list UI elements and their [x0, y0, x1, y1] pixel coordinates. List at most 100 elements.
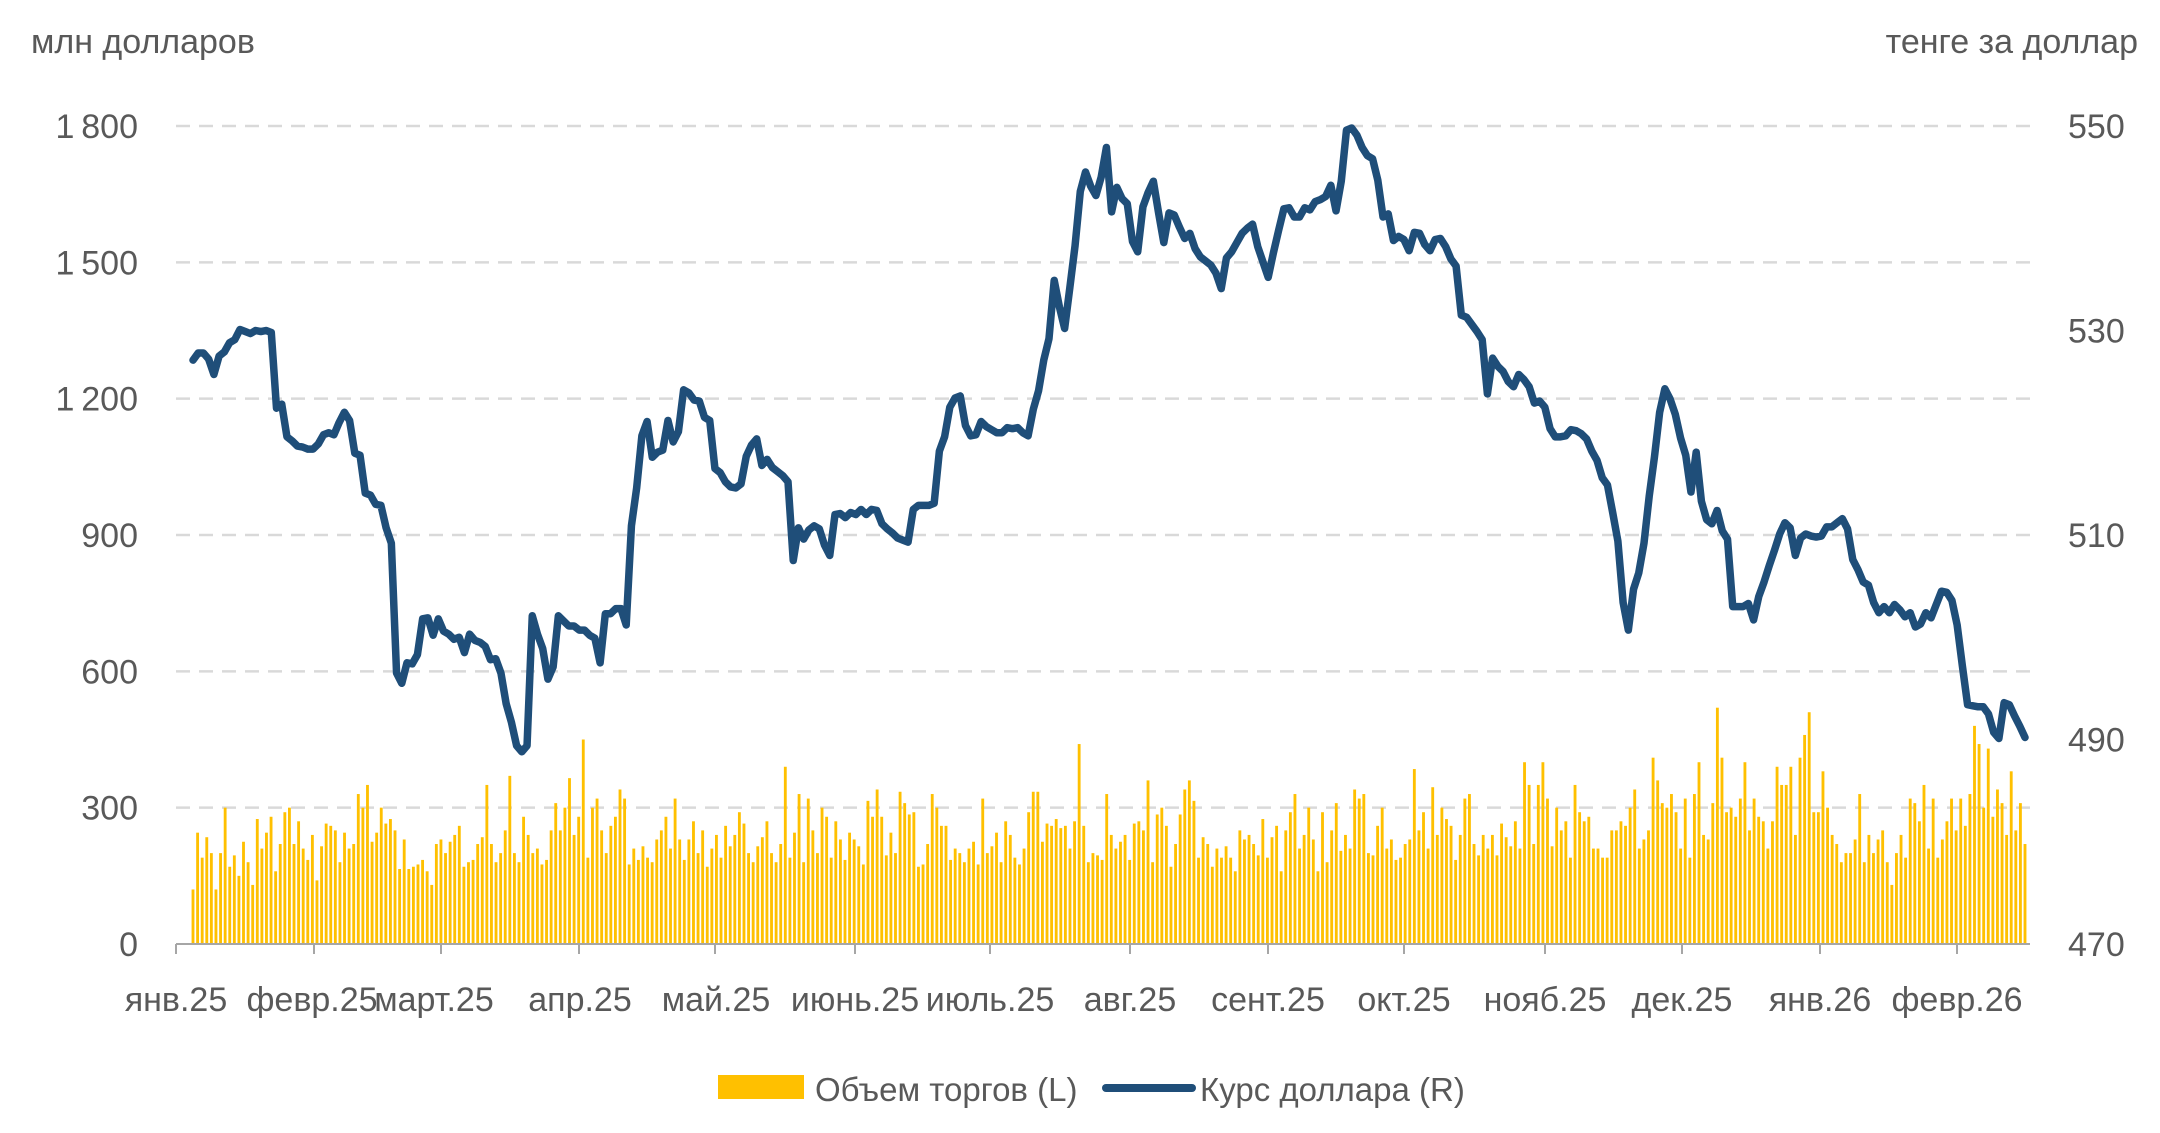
volume-bar — [1027, 812, 1031, 944]
volume-bar — [1936, 857, 1940, 944]
volume-bar — [802, 862, 806, 944]
volume-bar — [962, 862, 966, 944]
volume-bar — [467, 862, 470, 944]
volume-bar — [1490, 834, 1494, 944]
volume-bar — [356, 794, 360, 944]
volume-bar — [1486, 848, 1490, 944]
volume-bar — [1261, 819, 1265, 944]
volume-bar — [572, 834, 576, 944]
volume-bar — [1752, 798, 1756, 944]
volume-bar — [1210, 866, 1214, 944]
volume-bar — [788, 857, 792, 944]
volume-bar — [1137, 821, 1141, 944]
volume-bar — [2023, 844, 2027, 944]
volume-bar — [1771, 821, 1774, 944]
volume-bar — [1523, 762, 1526, 944]
volume-bar — [1761, 821, 1765, 944]
volume-bar — [719, 857, 723, 944]
volume-bar — [1123, 834, 1127, 944]
volume-bar — [843, 859, 847, 944]
x-tick-label: авг.25 — [1084, 981, 1177, 1019]
volume-bar — [972, 841, 975, 944]
volume-bar — [1908, 798, 1912, 944]
volume-bar — [1197, 857, 1200, 944]
volume-bar — [407, 869, 411, 944]
volume-bar — [1495, 855, 1499, 944]
volume-bar — [921, 864, 925, 944]
volume-bar — [1532, 844, 1536, 944]
volume-bar — [338, 862, 342, 944]
x-tick-label: март.25 — [374, 981, 494, 1019]
volume-bar — [2014, 830, 2018, 944]
volume-bar — [535, 848, 539, 944]
volume-bar — [1835, 844, 1839, 944]
volume-bar — [1816, 812, 1820, 944]
volume-bar — [1839, 862, 1843, 944]
volume-bar — [724, 825, 728, 944]
volume-bar — [1720, 757, 1724, 944]
volume-bar — [1091, 853, 1095, 944]
volume-bar — [1114, 848, 1118, 944]
volume-bar — [765, 821, 769, 944]
volume-bar — [696, 853, 700, 944]
volume-bar — [1224, 846, 1228, 944]
volume-bar — [1412, 769, 1416, 944]
volume-bar — [618, 789, 622, 944]
volume-bar — [421, 859, 424, 944]
volume-bar — [1243, 839, 1246, 944]
volume-bar — [1573, 784, 1577, 944]
volume-bar — [1651, 757, 1655, 944]
volume-bar — [1330, 830, 1334, 944]
volume-bar — [1555, 807, 1559, 944]
volume-bar — [935, 807, 939, 944]
volume-bar — [462, 866, 466, 944]
volume-bar — [315, 880, 319, 944]
right-tick-label: 470 — [2068, 926, 2125, 964]
volume-bar — [687, 839, 691, 944]
volume-bar — [476, 844, 480, 944]
volume-bar — [871, 816, 874, 944]
volume-bar — [485, 784, 489, 944]
volume-bar — [1945, 821, 1949, 944]
volume-bar — [1183, 789, 1187, 944]
volume-bar — [1279, 871, 1283, 944]
volume-bar — [549, 830, 553, 944]
x-tick-label: дек.25 — [1632, 981, 1733, 1019]
volume-bar — [1830, 834, 1834, 944]
volume-bar — [705, 866, 709, 944]
volume-bar — [1706, 839, 1710, 944]
volume-bar — [866, 800, 870, 944]
volume-bar — [375, 832, 379, 944]
left-axis-tick-labels: 0 300 600 900 1 200 1 500 1 800 — [56, 108, 138, 964]
volume-bar — [1849, 853, 1852, 944]
gridlines — [176, 124, 2030, 809]
volume-bar — [1284, 830, 1288, 944]
volume-bar — [650, 862, 654, 944]
volume-bar — [1325, 862, 1329, 944]
volume-bar — [191, 889, 195, 944]
volume-bar — [1408, 839, 1412, 944]
volume-bar — [1454, 859, 1458, 944]
x-tick-label: февр.25 — [246, 981, 377, 1019]
volume-bar — [1954, 830, 1958, 944]
volume-bar — [1679, 848, 1683, 944]
volume-bar — [237, 875, 241, 944]
volume-bar — [512, 853, 516, 944]
volume-bar — [448, 841, 452, 944]
volume-bar — [600, 830, 604, 944]
volume-bar — [274, 871, 278, 944]
volume-bar — [411, 866, 415, 944]
volume-bar — [1982, 807, 1986, 944]
volume-bar — [949, 859, 953, 944]
x-tick-label: нояб.25 — [1484, 981, 1607, 1019]
volume-bar — [1578, 812, 1582, 944]
volume-bar — [1380, 807, 1384, 944]
volume-bar — [324, 823, 328, 944]
volume-bar — [1399, 857, 1402, 944]
volume-bar — [1068, 848, 1072, 944]
right-axis-title: тенге за доллар — [1886, 23, 2138, 61]
volume-bar — [1063, 825, 1067, 944]
x-tick-label: февр.26 — [1891, 981, 2022, 1019]
volume-bar — [1569, 857, 1572, 944]
volume-bar — [1146, 780, 1150, 944]
